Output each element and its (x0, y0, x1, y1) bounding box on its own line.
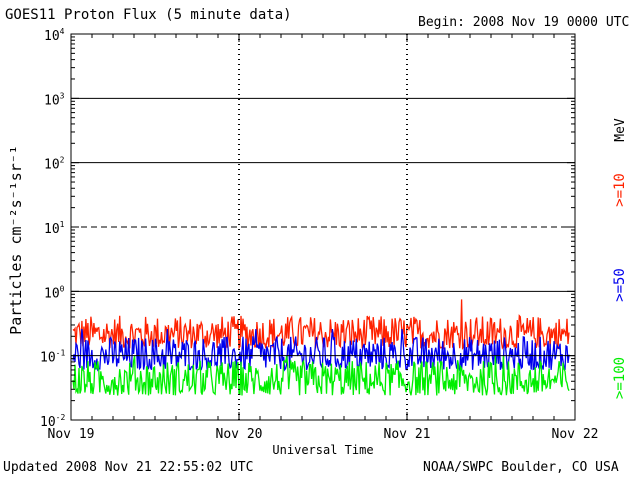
y-tick-label: 10-1 (40, 349, 65, 366)
series-line-1 (72, 328, 570, 372)
y-tick-label: 102 (44, 156, 65, 173)
y-tick-label: 103 (44, 91, 65, 108)
series-layer (72, 299, 570, 396)
x-tick-label: Nov 21 (384, 427, 431, 442)
series-line-2 (72, 355, 570, 396)
unit-label: MeV (613, 118, 628, 142)
legend-entry: >=50 (612, 268, 628, 302)
x-tick-labels: Nov 19 Nov 20 Nov 21 Nov 22 (48, 427, 599, 442)
x-axis-label: Universal Time (272, 443, 373, 457)
series-line-0 (72, 299, 570, 351)
y-tick-labels: 10-2 10-1 100 101 102 103 104 (40, 27, 65, 430)
y-axis-label: Particles cm⁻²s⁻¹sr⁻¹ (7, 145, 25, 335)
chart-title: GOES11 Proton Flux (5 minute data) (5, 7, 292, 23)
begin-date: Begin: 2008 Nov 19 0000 UTC (418, 15, 630, 30)
y-tick-label: 104 (44, 27, 65, 44)
plot-frame (70, 33, 576, 421)
y-tick-label: 100 (44, 284, 65, 301)
y-tick-label: 101 (44, 220, 65, 237)
x-tick-label: Nov 22 (552, 427, 599, 442)
updated-timestamp: Updated 2008 Nov 21 22:55:02 UTC (3, 460, 254, 475)
legend-entry: >=100 (612, 357, 628, 399)
y-tick-label: 10-2 (40, 413, 65, 430)
legend-entry: >=10 (612, 173, 628, 207)
x-tick-label: Nov 20 (216, 427, 263, 442)
x-tick-label: Nov 19 (48, 427, 95, 442)
legend: >=10 >=50 >=100 (612, 173, 628, 399)
data-source: NOAA/SWPC Boulder, CO USA (423, 460, 619, 475)
